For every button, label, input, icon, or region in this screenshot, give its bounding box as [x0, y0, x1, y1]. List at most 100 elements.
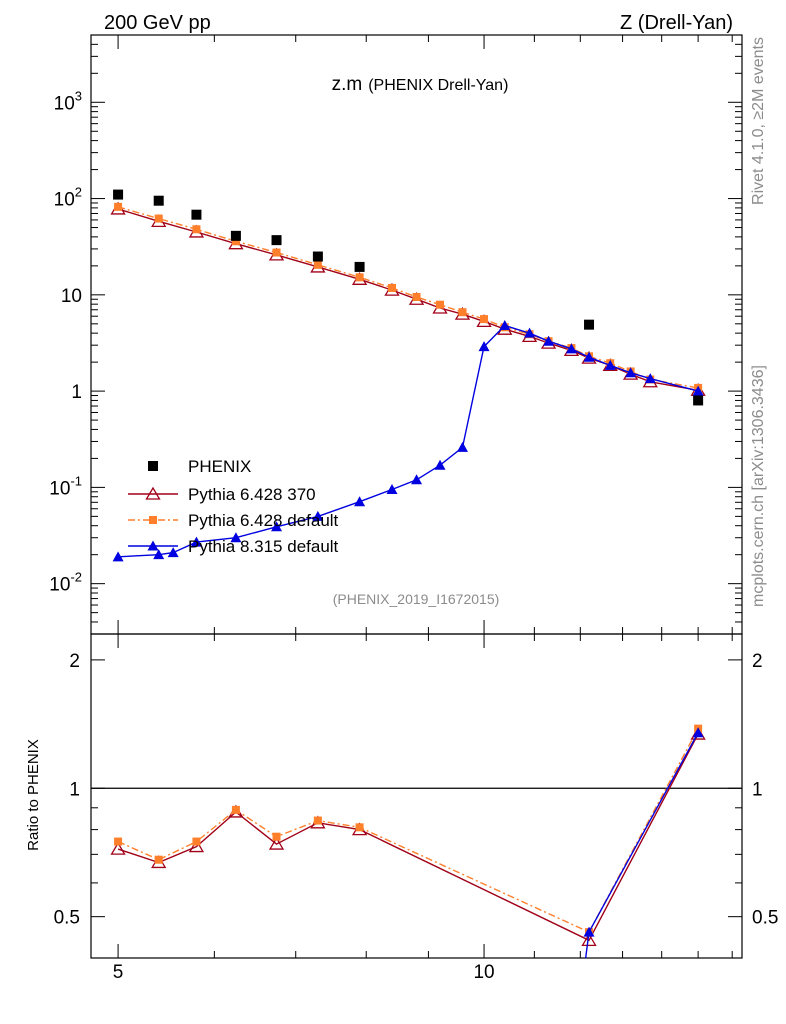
- mc-point: [565, 343, 577, 354]
- rivet-label: Rivet 4.1.0, ≥2M events: [750, 37, 767, 205]
- data-point: [153, 195, 164, 206]
- series-line: [117, 728, 699, 934]
- legend-label: Pythia 6.428 370: [188, 485, 316, 504]
- mc-point: [456, 441, 468, 452]
- y-tick-label-right: 0.5: [752, 908, 778, 929]
- legend-label: PHENIX: [188, 457, 251, 476]
- data-point: [312, 251, 323, 262]
- mc-point: [313, 260, 322, 269]
- y-tick-label: 10-1: [49, 473, 82, 499]
- mc-point: [355, 823, 364, 832]
- mc-point: [458, 308, 467, 317]
- ratio-plot-frame: [90, 633, 743, 959]
- x-tick-labels: 5 10: [113, 962, 495, 983]
- mc-point: [154, 214, 163, 223]
- mc-point: [386, 484, 398, 495]
- mc-point: [268, 836, 285, 850]
- mc-point: [434, 459, 446, 470]
- mc-point: [625, 367, 637, 378]
- mc-point: [692, 385, 704, 396]
- data-point: [271, 235, 282, 246]
- mc-point: [411, 474, 423, 485]
- mc-point: [231, 237, 240, 246]
- data-point: [584, 319, 595, 330]
- y-tick-label: 103: [54, 88, 82, 114]
- y-tick-label-right: 2: [752, 651, 763, 672]
- main-series-layer: [110, 189, 706, 562]
- legend-marker: [147, 540, 159, 551]
- mc-point: [114, 837, 123, 846]
- data-point: [693, 395, 704, 406]
- mc-point: [524, 327, 536, 338]
- plot-title-main: z.m: [332, 74, 363, 95]
- ratio-panel: 0.5 0.5 1 1 2 2 Ratio to PHENIX: [25, 633, 779, 959]
- mc-point: [272, 248, 281, 257]
- mc-point: [190, 536, 202, 547]
- mc-point: [412, 292, 421, 301]
- mcplots-label: mcplots.cern.ch [arXiv:1306.3436]: [750, 365, 767, 607]
- main-axis-ticks: [91, 34, 742, 635]
- mc-point: [387, 283, 396, 292]
- mc-point: [312, 510, 324, 521]
- data-point: [191, 209, 202, 220]
- legend-label: Pythia 6.428 default: [188, 511, 339, 530]
- main-y-tick-labels: 10-2 10-1 1 10 102 103: [49, 88, 82, 595]
- mc-point: [478, 341, 490, 352]
- mc-point: [313, 816, 322, 825]
- mc-point: [543, 335, 555, 346]
- y-tick-label: 102: [54, 185, 82, 211]
- mc-point: [230, 532, 242, 543]
- series-line: [118, 324, 699, 558]
- mc-point: [271, 521, 283, 532]
- legend: PHENIX Pythia 6.428 370 Pythia 6.428 defau…: [128, 457, 339, 556]
- y-tick-label-right: 1: [752, 779, 763, 800]
- analysis-tag: (PHENIX_2019_I1672015): [333, 591, 500, 607]
- mc-point: [499, 320, 511, 331]
- legend-marker: [145, 486, 161, 500]
- plot-title: z.m (PHENIX Drell-Yan): [332, 74, 509, 95]
- series-line: [584, 732, 699, 958]
- series-line: [117, 733, 699, 942]
- mc-point: [188, 839, 205, 853]
- data-point: [230, 230, 241, 241]
- mc-point: [112, 551, 124, 562]
- mc-point: [583, 926, 595, 937]
- mc-point: [231, 805, 240, 814]
- y-tick-label-left: 1: [69, 779, 80, 800]
- main-panel: z.m (PHENIX Drell-Yan) (PHENIX_2019_I1672…: [49, 34, 743, 635]
- mc-point: [355, 273, 364, 282]
- y-tick-label-left: 2: [69, 651, 80, 672]
- mc-point: [480, 315, 489, 324]
- mc-point: [114, 202, 123, 211]
- ratio-y-tick-labels: 0.5 0.5 1 1 2 2: [54, 651, 779, 929]
- ratio-y-axis-label: Ratio to PHENIX: [25, 739, 42, 851]
- mc-point: [354, 496, 366, 507]
- plot-title-sub: (PHENIX Drell-Yan): [368, 77, 508, 94]
- ratio-series-layer: [110, 724, 706, 958]
- y-tick-label: 10-2: [49, 570, 82, 596]
- mc-point: [692, 727, 704, 738]
- header-right: Z (Drell-Yan): [620, 12, 733, 34]
- mc-point: [436, 300, 445, 309]
- mc-point: [110, 841, 126, 855]
- legend-marker: [149, 516, 157, 524]
- ratio-axis-ticks: [91, 634, 742, 959]
- mc-point: [272, 832, 281, 841]
- x-tick-label: 10: [473, 962, 494, 983]
- mc-point: [167, 547, 179, 558]
- header-left: 200 GeV pp: [104, 12, 211, 34]
- legend-label: Pythia 8.315 default: [188, 537, 339, 556]
- mc-point: [153, 549, 165, 560]
- mc-point: [604, 359, 616, 370]
- y-tick-label-left: 0.5: [54, 908, 80, 929]
- mc-point: [644, 373, 656, 384]
- data-point: [354, 261, 365, 272]
- y-tick-label: 1: [71, 382, 82, 403]
- legend-marker: [148, 461, 158, 471]
- mc-point: [192, 837, 201, 846]
- data-point: [113, 189, 124, 200]
- mc-point: [154, 855, 163, 864]
- y-tick-label: 10: [61, 286, 82, 307]
- mc-point: [192, 225, 201, 234]
